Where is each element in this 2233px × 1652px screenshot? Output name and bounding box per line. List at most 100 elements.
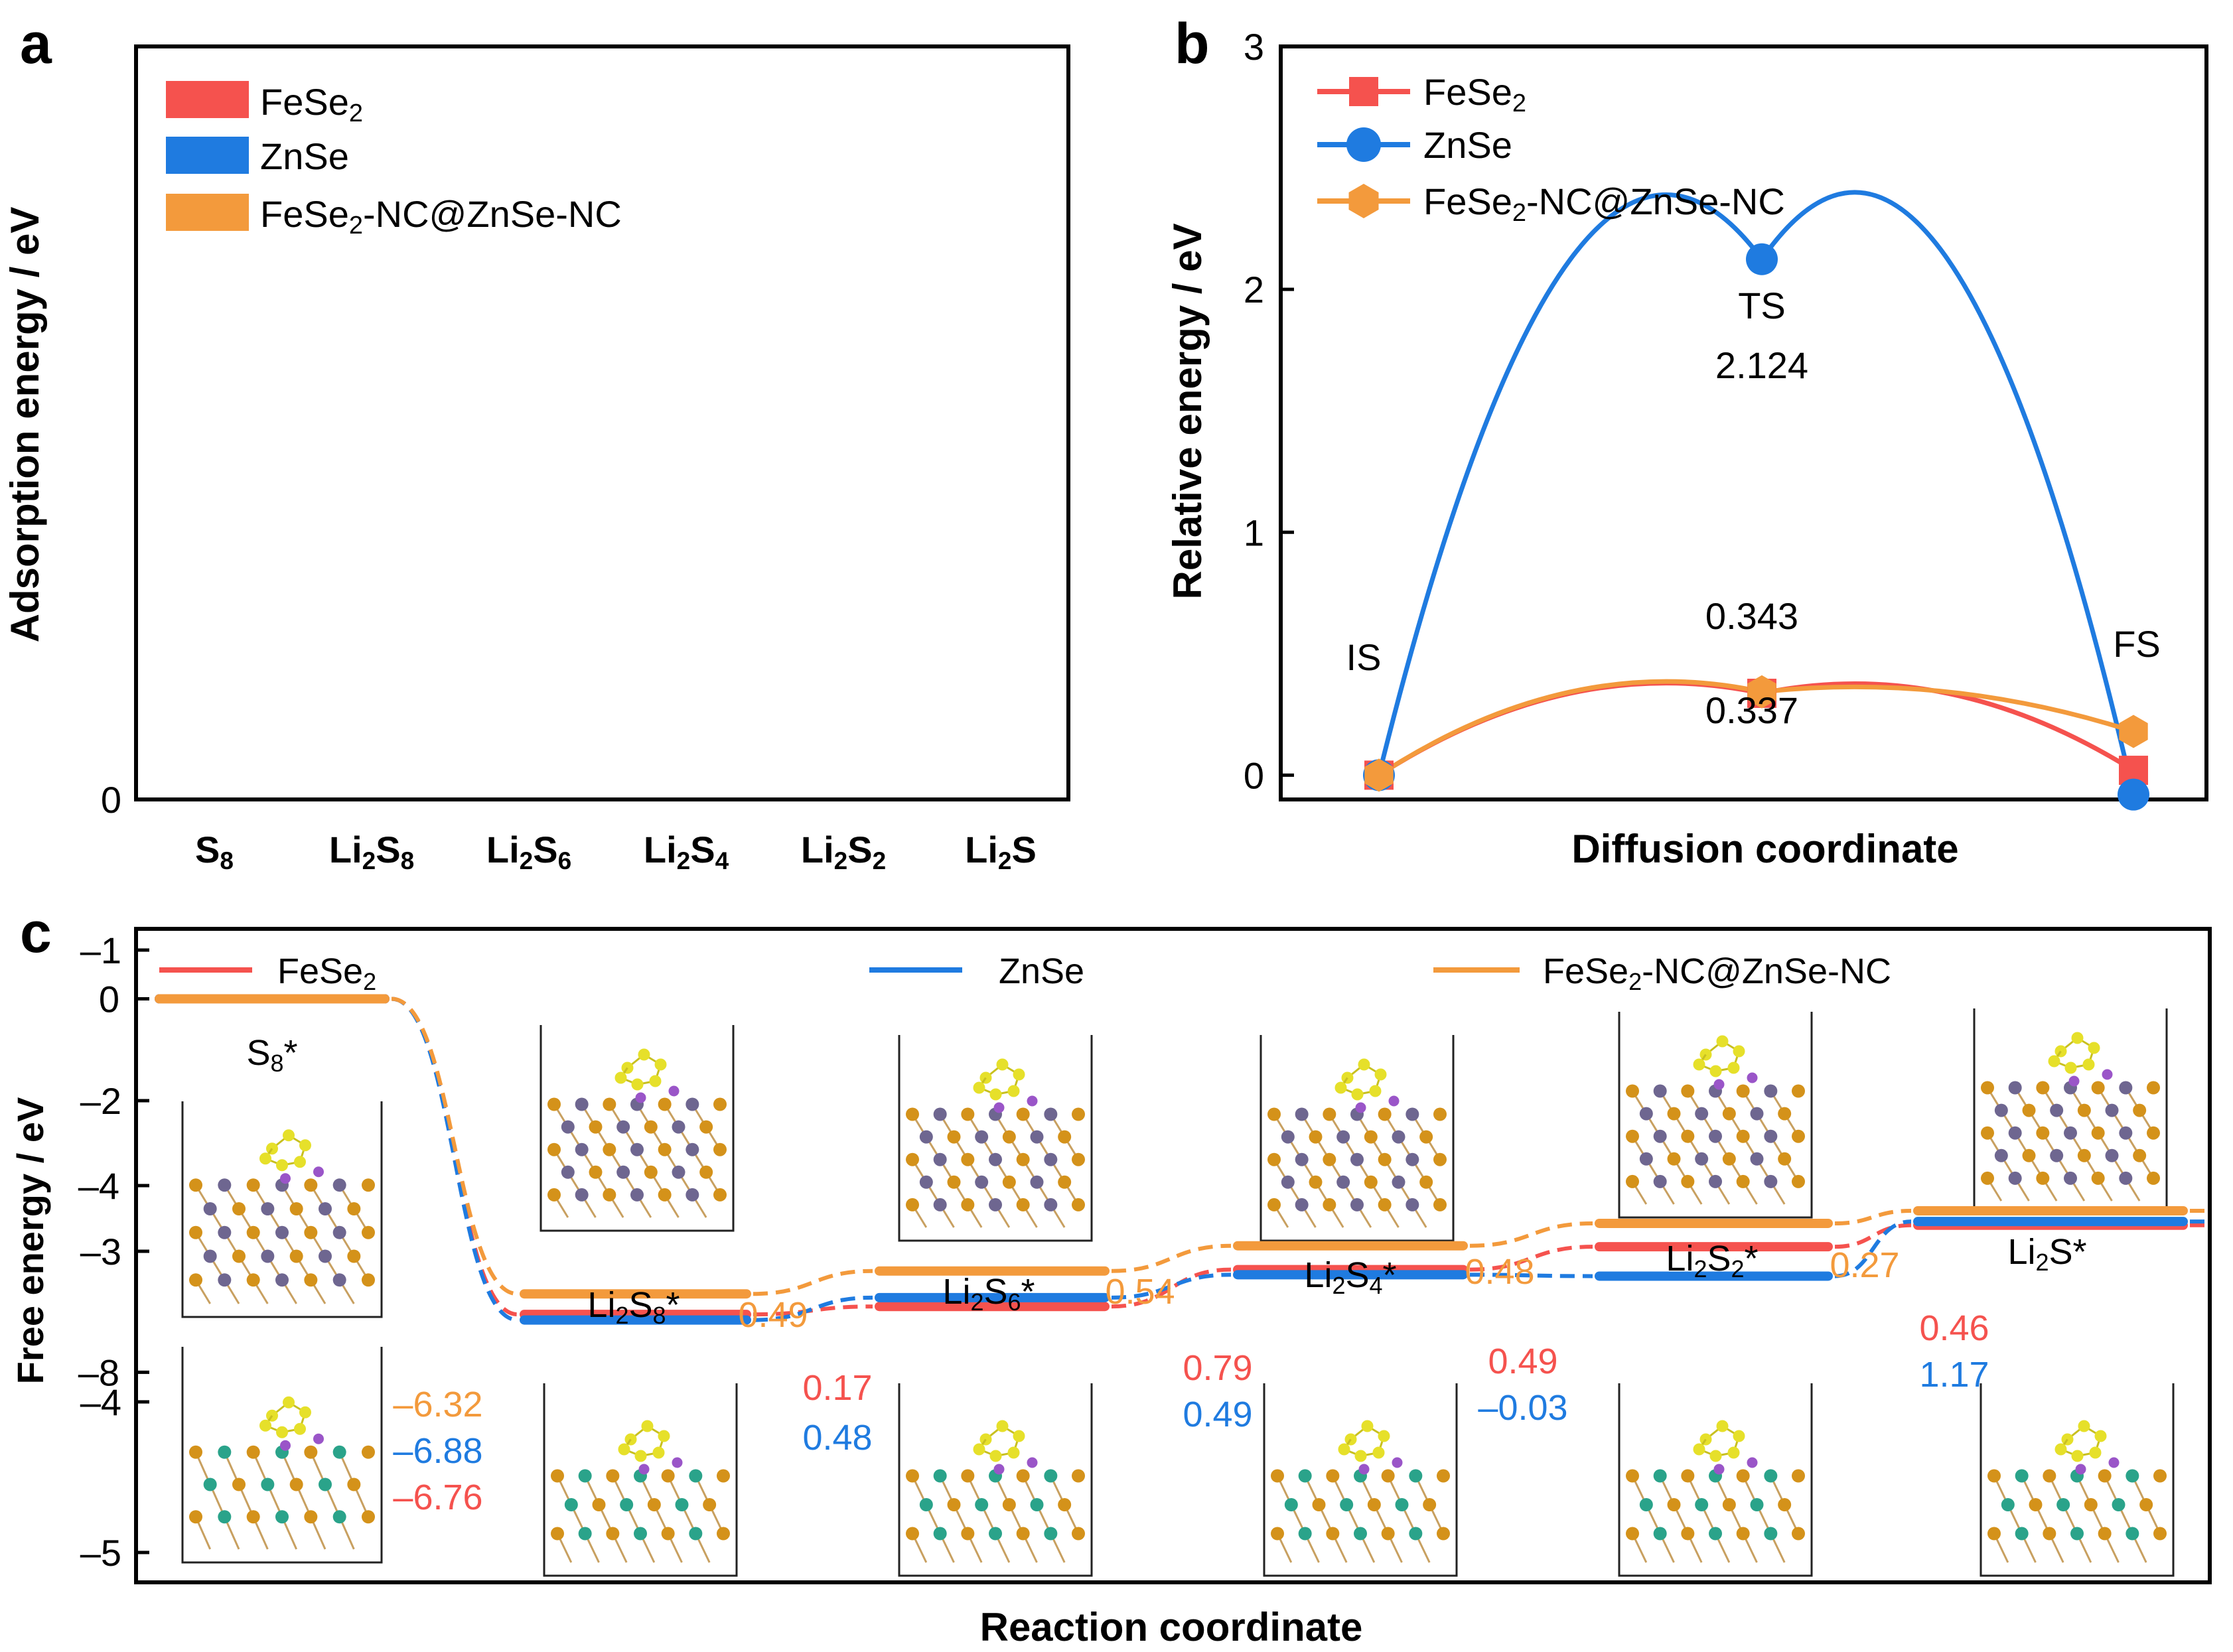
panel-c-y-axis-title: Free energy / eV <box>9 1097 51 1385</box>
atom <box>1072 1107 1085 1121</box>
atom <box>1072 1198 1085 1211</box>
panel-c-ytick-label: –4 <box>78 1165 119 1207</box>
atom <box>996 1058 1009 1071</box>
atom <box>2108 1457 2120 1468</box>
atom <box>362 1273 375 1287</box>
panel-a-category-label: Li2S6 <box>486 829 571 874</box>
atom <box>717 1527 730 1541</box>
atom <box>1792 1084 1805 1098</box>
atom <box>347 1478 361 1491</box>
atom <box>246 1510 260 1524</box>
atom <box>261 1249 275 1263</box>
panel-c-energy-levels <box>155 994 2208 1325</box>
connector-fese2-1 <box>391 997 518 1317</box>
atom <box>1792 1469 1805 1483</box>
atom <box>1372 1446 1385 1459</box>
atom <box>1764 1527 1778 1541</box>
atom <box>1750 1152 1764 1166</box>
atom <box>961 1527 975 1541</box>
atom <box>975 1498 989 1511</box>
atom <box>547 1188 561 1202</box>
atom <box>2070 1527 2084 1541</box>
atom <box>631 1078 644 1091</box>
structure-box <box>898 1383 1093 1577</box>
atom <box>1361 1420 1374 1432</box>
atom <box>261 1478 275 1491</box>
atom <box>1419 1130 1433 1144</box>
atom <box>658 1097 672 1111</box>
atom <box>2102 1069 2113 1080</box>
panel-c-x-axis-title: Reaction coordinate <box>980 1605 1363 1649</box>
atom <box>218 1178 232 1192</box>
anno-first-fese2: –6.76 <box>393 1478 482 1517</box>
atom <box>283 1396 295 1409</box>
atom <box>1378 1152 1392 1166</box>
atom <box>218 1225 232 1239</box>
atom <box>1378 1107 1392 1121</box>
atom <box>1336 1130 1350 1144</box>
panel-b-x-axis-title: Diffusion coordinate <box>1571 827 1958 871</box>
atom <box>699 1120 713 1134</box>
atom <box>1334 1081 1347 1094</box>
atom <box>1626 1174 1639 1188</box>
atom <box>1374 1068 1387 1081</box>
atom <box>1695 1498 1709 1511</box>
atom <box>933 1469 947 1483</box>
atom <box>1271 1527 1284 1541</box>
atom <box>961 1198 975 1211</box>
atom <box>2091 1126 2105 1140</box>
atom <box>1340 1498 1354 1511</box>
atom <box>1792 1129 1805 1143</box>
anno-first-composite: –6.32 <box>393 1385 482 1424</box>
atom <box>933 1527 947 1541</box>
atom <box>280 1173 291 1184</box>
panel-b-ytick-label: 3 <box>1244 26 1264 68</box>
atom <box>1681 1174 1695 1188</box>
atom <box>2078 1420 2090 1432</box>
atom <box>1681 1527 1695 1541</box>
atom <box>2147 1081 2160 1095</box>
atom <box>362 1445 375 1459</box>
atom <box>1778 1107 1792 1121</box>
atom <box>1298 1527 1312 1541</box>
legend-c-composite: FeSe2-NC@ZnSe-NC <box>1543 951 1891 995</box>
atom <box>1695 1107 1709 1121</box>
panel-a-adsorption-chart: 0 –1 –2 –3 –4 –5 S8 Li2S8 Li2S6 Li2S4 Li2S2 Li2S A… <box>3 44 1070 1574</box>
atom <box>1713 1464 1725 1475</box>
legend-b-composite: FeSe2-NC@ZnSe-NC <box>1423 180 1785 227</box>
anno-step-2-fese2: 0.79 <box>1183 1348 1252 1388</box>
atom <box>1713 1079 1725 1090</box>
atom <box>1750 1498 1764 1511</box>
panel-b-ytick-label: 1 <box>1244 512 1264 553</box>
atom <box>1981 1081 1994 1095</box>
atom <box>2094 1430 2107 1442</box>
connector-composite-3 <box>1111 1243 1232 1273</box>
atom <box>275 1510 289 1524</box>
atom <box>1267 1152 1281 1166</box>
atom <box>1764 1469 1778 1483</box>
atom <box>246 1178 260 1192</box>
state-label-1: Li2S8* <box>587 1285 680 1329</box>
atom <box>1350 1198 1364 1211</box>
connector-znse-5 <box>1834 1219 1912 1278</box>
atom <box>332 1225 346 1239</box>
atom <box>1727 1446 1740 1459</box>
atom <box>1044 1152 1058 1166</box>
atom <box>289 1478 303 1491</box>
atom <box>203 1202 217 1215</box>
atom <box>1733 1430 1745 1442</box>
atom <box>2050 1103 2064 1117</box>
atom <box>1681 1129 1695 1143</box>
atom <box>1405 1198 1419 1211</box>
atom <box>606 1527 620 1541</box>
atom <box>2001 1498 2015 1511</box>
atom <box>1709 1527 1722 1541</box>
atom <box>933 1152 947 1166</box>
atom <box>304 1445 318 1459</box>
atom <box>649 1075 662 1087</box>
atom <box>1716 1035 1729 1048</box>
atom <box>2050 1148 2064 1162</box>
panel-label-a: a <box>20 12 52 76</box>
atom <box>1309 1175 1323 1189</box>
